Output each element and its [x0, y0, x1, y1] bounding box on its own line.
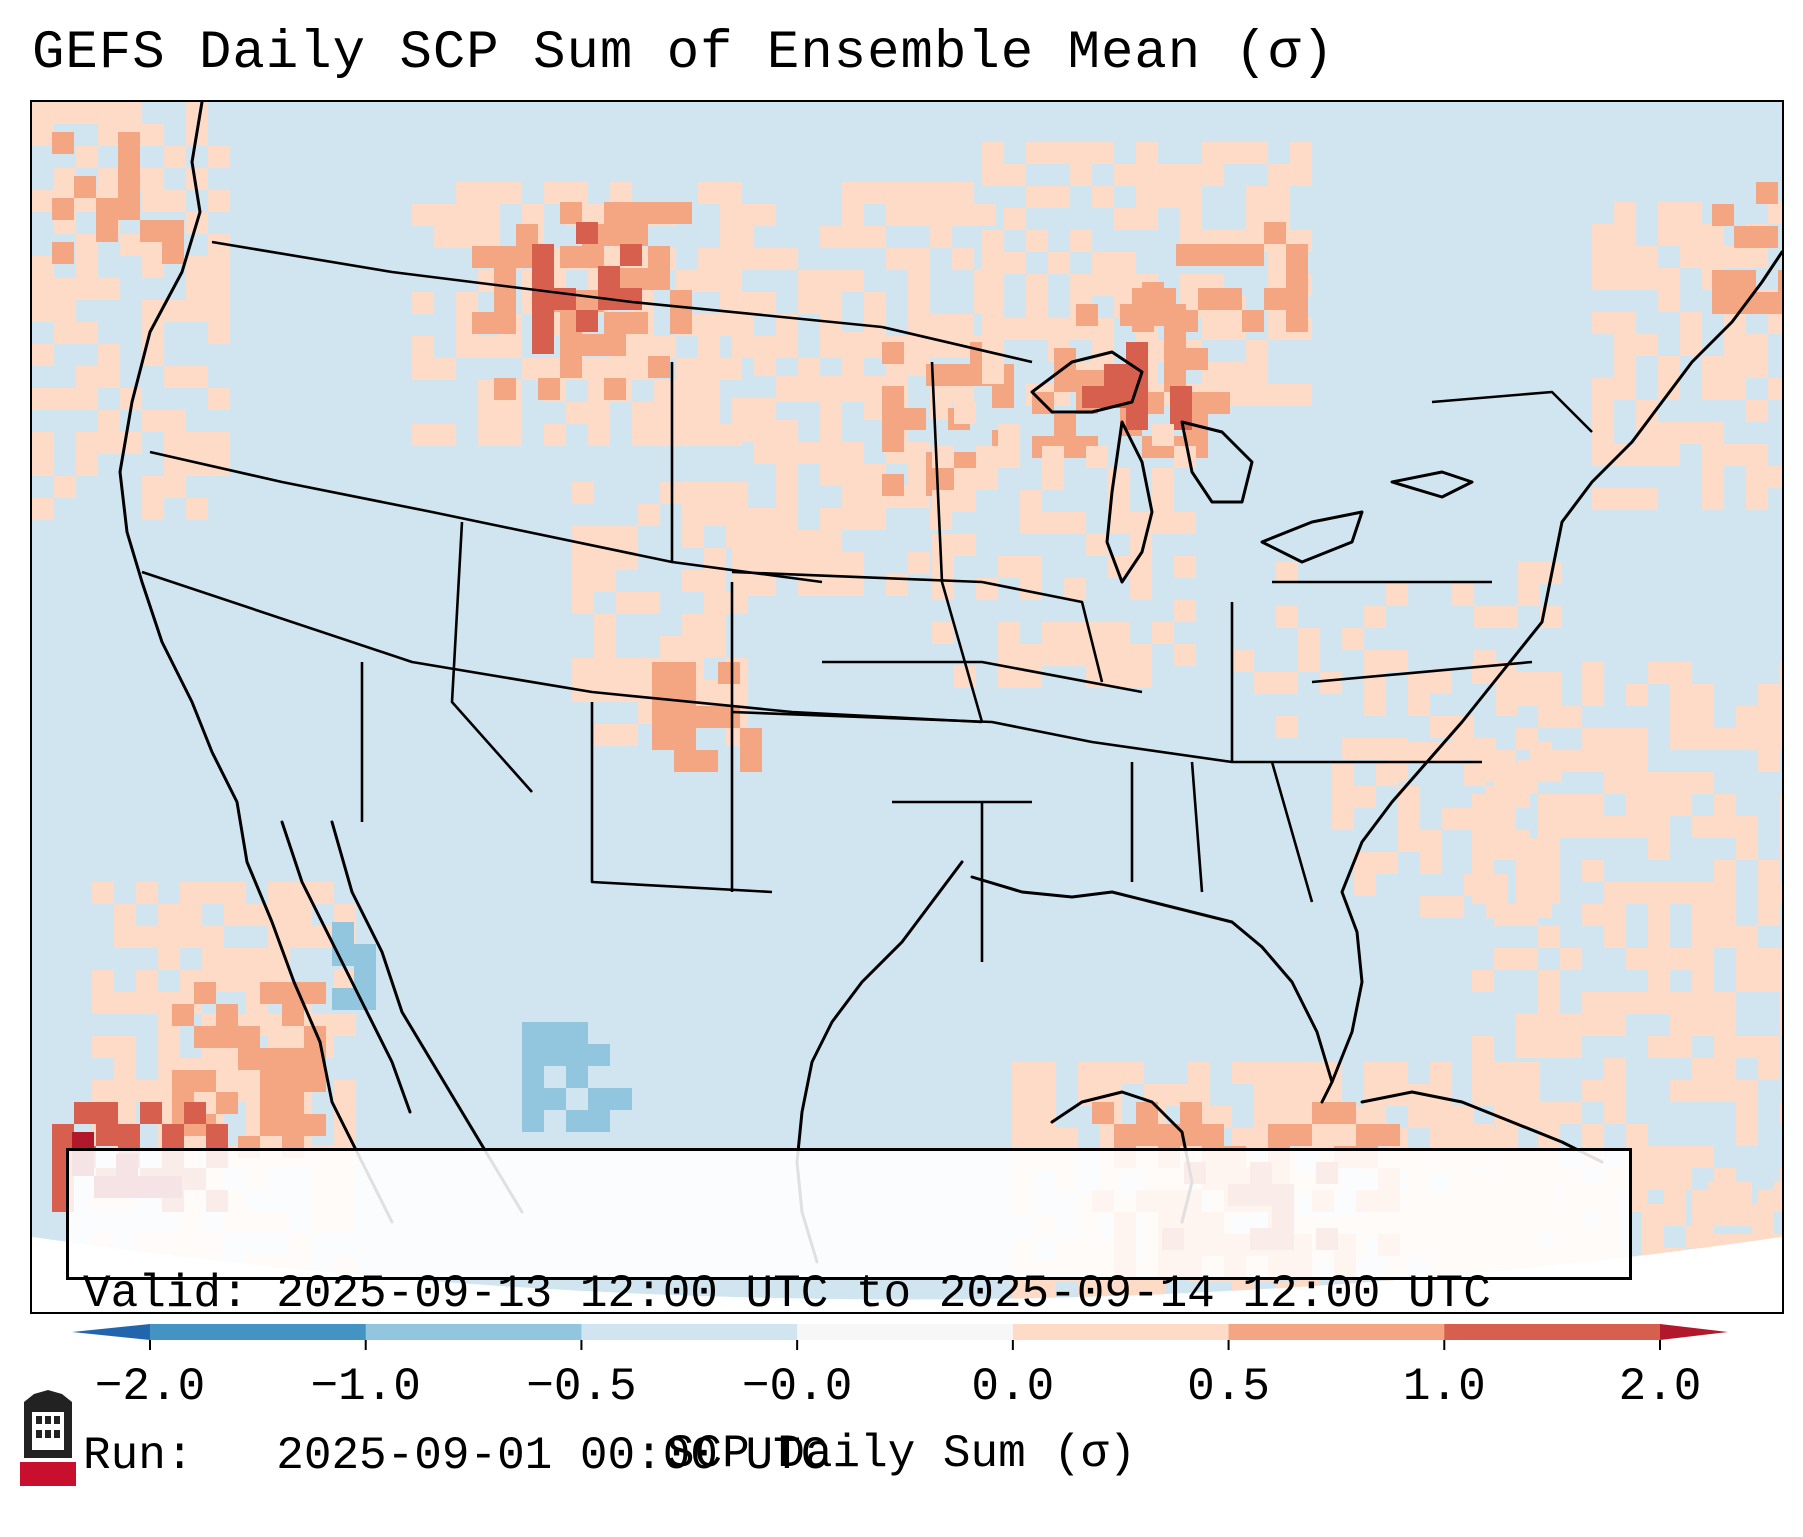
map-panel[interactable]	[30, 100, 1784, 1314]
state-line-19	[1311, 660, 1533, 684]
state-line-5	[590, 702, 773, 894]
niu-logo	[20, 1390, 76, 1486]
cuba-coast	[1360, 1090, 1604, 1164]
colorbar-segment-6	[1444, 1324, 1661, 1340]
colorbar-segment-5	[1228, 1324, 1445, 1340]
colorbar-tick-label-0: −2.0	[94, 1361, 206, 1413]
colorbar-segments	[150, 1324, 1661, 1340]
valid-run-info-box: Valid: 2025-09-13 12:00 UTC to 2025-09-1…	[66, 1148, 1632, 1482]
valid-time-text: Valid: 2025-09-13 12:00 UTC to 2025-09-1…	[83, 1268, 1491, 1320]
state-line-2	[141, 570, 983, 724]
state-line-15	[1190, 761, 1204, 893]
colorbar-tick-label-5: 0.5	[1187, 1361, 1270, 1413]
pacific-coastline	[118, 102, 394, 1224]
state-line-8	[930, 361, 984, 723]
colorbar-segment-2	[581, 1324, 798, 1340]
colorbar-tick-label-1: −1.0	[310, 1361, 421, 1413]
colorbar-tick-label-7: 2.0	[1618, 1361, 1702, 1413]
colorbar-segment-0	[150, 1324, 367, 1340]
state-line-1	[149, 450, 823, 584]
gulf-coast-east	[970, 875, 1334, 1104]
lake-superior	[1030, 350, 1144, 414]
atlantic-coastline	[1330, 250, 1782, 1084]
colorbar-segment-3	[797, 1324, 1014, 1340]
colorbar-tick-label-4: 0.0	[971, 1361, 1055, 1413]
state-line-22	[1431, 390, 1593, 433]
lake-ontario	[1390, 470, 1474, 499]
colorbar: −2.0 −1.0 −0.5 −0.0 0.0 0.5 1.0 2.0 SCP Daily S…	[0, 1316, 1803, 1506]
state-line-16	[1270, 761, 1314, 903]
state-borders	[141, 240, 1593, 962]
colorbar-tick-label-6: 1.0	[1402, 1361, 1486, 1413]
lake-huron	[1180, 420, 1254, 504]
colorbar-tick-label-3: −0.0	[741, 1361, 853, 1413]
run-time-text: Run: 2025-09-01 00:00 UTC	[83, 1430, 829, 1482]
state-line-9	[731, 570, 983, 584]
lake-erie	[1260, 510, 1364, 564]
colorbar-svg	[72, 1324, 1728, 1350]
state-line-12	[981, 580, 1104, 683]
map-title: GEFS Daily SCP Sum of Ensemble Mean (σ)	[32, 23, 1335, 84]
colorbar-tick-label-2: −0.5	[526, 1361, 637, 1413]
colorbar-segment-4	[1012, 1324, 1230, 1340]
baja-east-coast	[280, 820, 412, 1114]
colorbar-segment-1	[365, 1324, 582, 1340]
state-line-10	[731, 710, 1093, 744]
niu-logo-graphic	[20, 1390, 76, 1486]
colorbar-over-arrow	[1660, 1324, 1728, 1340]
state-line-11	[822, 660, 1143, 694]
colorbar-under-arrow	[72, 1324, 150, 1340]
map-svg	[32, 102, 1782, 1312]
canada-border-west	[211, 240, 883, 329]
state-line-4	[450, 521, 533, 793]
lake-michigan	[1105, 420, 1154, 584]
colorbar-label: SCP Daily Sum (σ)	[666, 1428, 1137, 1480]
canada-border-mid	[881, 325, 1033, 364]
colorbar-ticks	[149, 1340, 1661, 1350]
